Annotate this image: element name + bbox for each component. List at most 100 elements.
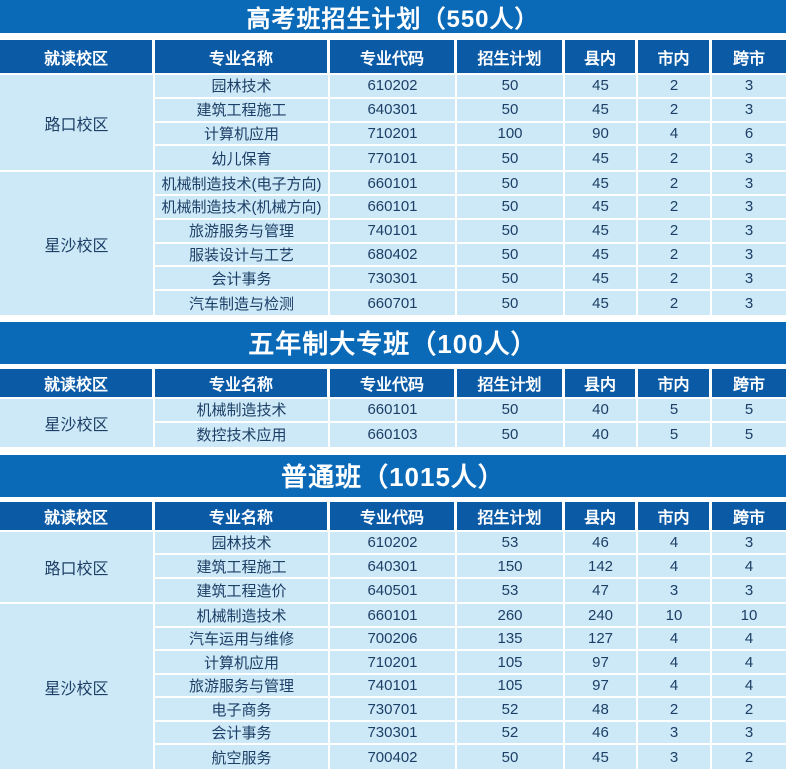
cell-plan: 135	[457, 627, 565, 650]
cell-plan: 150	[457, 555, 565, 577]
section-putong: 普通班（1015人） 就读校区 专业名称 专业代码 招生计划 县内 市内 跨市 路口校区 园林技术…	[0, 454, 786, 769]
cell-county: 90	[565, 122, 638, 145]
table-header-row: 就读校区 专业名称 专业代码 招生计划 县内 市内 跨市	[0, 368, 786, 397]
cell-plan: 105	[457, 674, 565, 697]
table-body: 路口校区 园林技术 610202 53 46 4 3 建筑工程施工 640301 150 142 4 4…	[0, 531, 786, 769]
cell-county: 45	[565, 267, 638, 290]
cell-plan: 50	[457, 75, 565, 97]
group-rows: 机械制造技术(电子方向) 660101 50 45 2 3 机械制造技术(机械方向) 6601…	[155, 172, 786, 315]
column-header-6: 跨市	[712, 40, 786, 73]
cell-cross: 4	[712, 627, 786, 650]
cell-code: 660101	[330, 172, 457, 194]
cell-plan: 53	[457, 578, 565, 603]
cell-plan: 50	[457, 172, 565, 194]
cell-county: 40	[565, 398, 638, 421]
cell-cross: 3	[712, 98, 786, 121]
campus-group: 路口校区 园林技术 610202 50 45 2 3 建筑工程施工 640301 50 45 2 3 计算…	[0, 75, 786, 171]
cell-cross: 4	[712, 651, 786, 673]
column-header-5: 市内	[638, 368, 712, 397]
cell-major: 汽车制造与检测	[155, 291, 330, 315]
cell-cross: 3	[712, 578, 786, 603]
cell-cross: 3	[712, 75, 786, 97]
cell-plan: 50	[457, 195, 565, 218]
cell-cross: 5	[712, 398, 786, 421]
cell-major: 园林技术	[155, 75, 330, 97]
table-row: 航空服务 700402 50 45 3 2	[155, 745, 786, 769]
cell-county: 40	[565, 422, 638, 447]
table-row: 电子商务 730701 52 48 2 2	[155, 698, 786, 722]
table-body: 星沙校区 机械制造技术 660101 50 40 5 5 数控技术应用 660103 50 40 5 5	[0, 398, 786, 447]
cell-city: 4	[638, 651, 712, 673]
section-title: 五年制大专班（100人）	[0, 321, 786, 364]
cell-city: 3	[638, 578, 712, 603]
cell-major: 计算机应用	[155, 122, 330, 145]
cell-cross: 2	[712, 745, 786, 769]
cell-county: 45	[565, 172, 638, 194]
column-header-5: 市内	[638, 501, 712, 530]
cell-major: 计算机应用	[155, 651, 330, 673]
campus-cell: 星沙校区	[0, 172, 155, 315]
group-rows: 机械制造技术 660101 260 240 10 10 汽车运用与维修 700206 135 12…	[155, 604, 786, 769]
section-wunianzhi: 五年制大专班（100人） 就读校区 专业名称 专业代码 招生计划 县内 市内 跨市 星沙校区 机械…	[0, 321, 786, 447]
column-header-1: 专业名称	[155, 368, 330, 397]
cell-county: 240	[565, 604, 638, 626]
cell-plan: 50	[457, 267, 565, 290]
cell-major: 汽车运用与维修	[155, 627, 330, 650]
cell-city: 4	[638, 122, 712, 145]
cell-plan: 100	[457, 122, 565, 145]
table-row: 汽车运用与维修 700206 135 127 4 4	[155, 627, 786, 652]
campus-cell: 路口校区	[0, 75, 155, 171]
cell-county: 45	[565, 745, 638, 769]
column-header-4: 县内	[565, 368, 638, 397]
cell-code: 660101	[330, 604, 457, 626]
column-header-6: 跨市	[712, 501, 786, 530]
campus-cell: 星沙校区	[0, 604, 155, 769]
cell-city: 10	[638, 604, 712, 626]
cell-county: 46	[565, 531, 638, 554]
table-row: 幼儿保育 770101 50 45 2 3	[155, 146, 786, 171]
cell-plan: 52	[457, 698, 565, 720]
cell-city: 4	[638, 627, 712, 650]
cell-code: 740101	[330, 219, 457, 242]
cell-plan: 50	[457, 398, 565, 421]
cell-county: 127	[565, 627, 638, 650]
cell-cross: 3	[712, 291, 786, 315]
cell-code: 730301	[330, 721, 457, 744]
cell-code: 660701	[330, 291, 457, 315]
table-row: 汽车制造与检测 660701 50 45 2 3	[155, 291, 786, 315]
cell-major: 会计事务	[155, 267, 330, 290]
cell-city: 2	[638, 243, 712, 266]
column-header-3: 招生计划	[457, 40, 565, 73]
cell-city: 2	[638, 146, 712, 171]
campus-cell: 路口校区	[0, 531, 155, 603]
group-rows: 机械制造技术 660101 50 40 5 5 数控技术应用 660103 50 40 5 5	[155, 398, 786, 447]
table-row: 旅游服务与管理 740101 50 45 2 3	[155, 219, 786, 244]
cell-plan: 52	[457, 721, 565, 744]
cell-plan: 50	[457, 219, 565, 242]
cell-county: 47	[565, 578, 638, 603]
column-header-3: 招生计划	[457, 368, 565, 397]
cell-code: 730701	[330, 698, 457, 720]
column-header-2: 专业代码	[330, 501, 457, 530]
column-header-4: 县内	[565, 40, 638, 73]
cell-cross: 4	[712, 674, 786, 697]
cell-major: 会计事务	[155, 721, 330, 744]
campus-group: 星沙校区 机械制造技术 660101 50 40 5 5 数控技术应用 660103 50 40 5 5	[0, 398, 786, 447]
cell-county: 45	[565, 98, 638, 121]
group-rows: 园林技术 610202 53 46 4 3 建筑工程施工 640301 150 142 4 4 建筑工程…	[155, 531, 786, 603]
cell-cross: 5	[712, 422, 786, 447]
cell-county: 45	[565, 75, 638, 97]
cell-plan: 260	[457, 604, 565, 626]
cell-city: 4	[638, 531, 712, 554]
cell-city: 3	[638, 745, 712, 769]
table-header-row: 就读校区 专业名称 专业代码 招生计划 县内 市内 跨市	[0, 40, 786, 73]
cell-major: 幼儿保育	[155, 146, 330, 171]
cell-code: 610202	[330, 75, 457, 97]
table-row: 计算机应用 710201 100 90 4 6	[155, 122, 786, 147]
cell-county: 48	[565, 698, 638, 720]
table-row: 园林技术 610202 53 46 4 3	[155, 531, 786, 556]
cell-plan: 50	[457, 146, 565, 171]
cell-plan: 50	[457, 745, 565, 769]
cell-code: 700206	[330, 627, 457, 650]
